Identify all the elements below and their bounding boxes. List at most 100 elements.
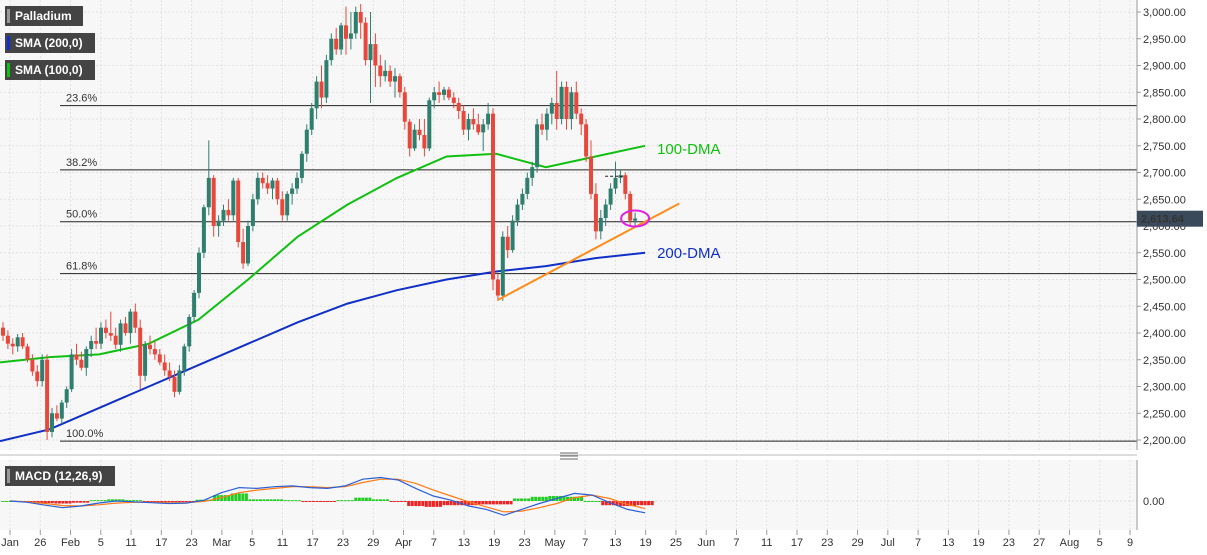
candle-body xyxy=(309,108,314,130)
macd-histogram-bar xyxy=(565,496,569,501)
candle-body xyxy=(456,102,461,111)
macd-histogram-bar xyxy=(167,501,171,502)
macd-histogram-bar xyxy=(64,501,68,504)
candle-body xyxy=(260,177,265,184)
candle-body xyxy=(373,44,378,66)
macd-histogram-bar xyxy=(1,501,5,502)
macd-histogram-bar xyxy=(647,501,651,506)
macd-histogram-bar xyxy=(57,501,61,504)
candle-body xyxy=(353,12,358,34)
macd-histogram-bar xyxy=(438,501,442,507)
candle-body xyxy=(157,354,162,363)
macd-histogram-bar xyxy=(491,501,495,505)
candle-body xyxy=(187,316,192,347)
macd-histogram-bar xyxy=(629,501,633,507)
macd-histogram-bar xyxy=(336,500,340,502)
price-axis: 3,000.00 2,950.00 2,900.00 2,850.00 2,800.00… xyxy=(1137,7,1203,447)
macd-histogram-bar xyxy=(297,500,301,502)
macd-histogram-bar xyxy=(368,497,372,501)
macd-histogram-bar xyxy=(516,498,520,501)
candle-body xyxy=(182,346,187,371)
y-tick-label: 2,300.00 xyxy=(1143,382,1186,394)
macd-histogram-bar xyxy=(417,501,421,507)
candle-body xyxy=(40,359,45,382)
candle-body xyxy=(598,217,603,232)
macd-histogram-bar xyxy=(283,500,287,502)
x-tick-label: 23 xyxy=(518,537,530,549)
candle-body xyxy=(211,177,216,226)
macd-histogram-bar xyxy=(230,493,234,501)
annotations: 100-DMA 200-DMA xyxy=(605,141,720,262)
x-tick-label: 13 xyxy=(458,537,470,549)
y-tick-label: 2,200.00 xyxy=(1143,435,1186,447)
macd-histogram-bar xyxy=(163,501,167,502)
candle-body xyxy=(437,92,442,95)
macd-histogram-bar xyxy=(474,501,478,506)
macd-histogram-bar xyxy=(103,500,107,502)
y-tick-label: 2,550.00 xyxy=(1143,248,1186,260)
main-panel-background xyxy=(0,0,1137,450)
x-tick-label: 11 xyxy=(761,537,772,549)
x-tick-label: 5 xyxy=(1097,537,1103,549)
candle-body xyxy=(236,180,241,243)
macd-histogram-bar xyxy=(587,501,591,502)
macd-badge[interactable]: MACD (12,26,9) xyxy=(5,466,115,486)
x-tick-label: 7 xyxy=(733,537,739,549)
sma200-badge[interactable]: SMA (200,0) xyxy=(5,33,95,53)
panel-separator[interactable] xyxy=(0,452,1137,460)
main-panel: 23.6% 38.2% 50.0% 61.8% 100.0% 100-DMA 200-DM… xyxy=(0,0,1138,450)
macd-histogram-bar xyxy=(318,501,322,502)
candle-body xyxy=(30,359,35,372)
macd-histogram-bar xyxy=(407,501,411,507)
x-tick-label: Jul xyxy=(881,537,895,549)
candle-body xyxy=(231,180,236,216)
candle-body xyxy=(628,193,633,221)
candle-body xyxy=(407,121,412,149)
candle-body xyxy=(613,177,618,189)
x-tick-label: 17 xyxy=(155,537,167,549)
macd-histogram-bar xyxy=(361,497,365,501)
y-tick-label: 2,650.00 xyxy=(1143,194,1186,206)
candle-body xyxy=(128,311,133,333)
candle-body xyxy=(250,199,255,226)
y-tick-label: 2,450.00 xyxy=(1143,301,1186,313)
macd-panel xyxy=(0,460,1138,530)
candle-body xyxy=(397,76,402,93)
macd-histogram-bar xyxy=(273,499,277,501)
candle-body xyxy=(535,124,540,168)
macd-histogram-bar xyxy=(477,501,481,505)
candle-body xyxy=(221,209,226,221)
x-tick-label: May xyxy=(544,537,565,549)
candle-body xyxy=(476,124,481,133)
macd-histogram-bar xyxy=(304,501,308,502)
x-tick-label: 23 xyxy=(821,537,833,549)
macd-histogram-bar xyxy=(435,501,439,507)
y-tick-label: 2,500.00 xyxy=(1143,275,1186,287)
candle-body xyxy=(25,346,30,360)
panel-resize-grip-icon[interactable] xyxy=(560,452,578,460)
macd-histogram-bar xyxy=(149,501,153,502)
candle-body xyxy=(540,124,544,130)
macd-histogram-bar xyxy=(89,500,93,502)
candle-body xyxy=(388,70,393,82)
candle-body xyxy=(64,389,69,403)
candle-body xyxy=(10,343,15,347)
candle-body xyxy=(486,113,491,125)
macd-histogram-bar xyxy=(131,500,135,502)
x-tick-label: 9 xyxy=(1127,537,1133,549)
macd-histogram-bar xyxy=(184,501,188,502)
macd-histogram-bar xyxy=(326,501,330,502)
macd-histogram-bar xyxy=(414,501,418,507)
macd-histogram-bar xyxy=(33,501,37,502)
candle-body xyxy=(50,413,54,432)
macd-histogram-bar xyxy=(50,501,54,504)
macd-histogram-bar xyxy=(527,498,531,501)
sma100-badge[interactable]: SMA (100,0) xyxy=(5,60,95,80)
macd-histogram-bar xyxy=(36,501,40,504)
macd-y-tick-label: 0.00 xyxy=(1143,496,1164,508)
fib-level-label: 100.0% xyxy=(66,428,104,440)
candle-body xyxy=(417,129,422,136)
y-tick-label: 2,950.00 xyxy=(1143,34,1186,46)
symbol-badge[interactable]: Palladium xyxy=(5,6,83,26)
